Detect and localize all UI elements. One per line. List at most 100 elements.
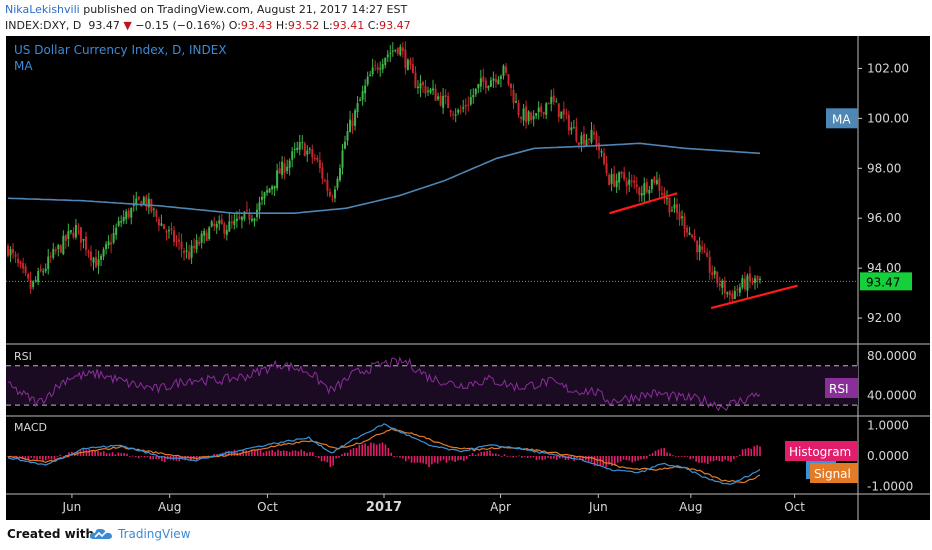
histogram-bar: [512, 456, 515, 458]
candle-body: [122, 216, 125, 222]
candle-body: [386, 54, 389, 58]
candle-body: [708, 256, 711, 273]
down-arrow-icon: ▼: [123, 19, 132, 32]
candle-body: [228, 221, 231, 232]
time-tick-label: Jun: [62, 500, 82, 514]
candle-body: [356, 103, 359, 112]
candle-body: [323, 180, 326, 182]
candle-body: [585, 139, 588, 146]
histogram-bar: [271, 449, 274, 456]
candle-body: [240, 216, 243, 221]
candle-body: [371, 67, 374, 74]
candle-body: [427, 90, 430, 92]
close-value: 93.47: [379, 19, 411, 32]
price-tick-label: 98.00: [867, 161, 901, 175]
macd-tick-label: 1.0000: [867, 419, 909, 433]
histogram-bar: [312, 452, 314, 456]
tradingview-brand[interactable]: TradingView: [118, 527, 191, 541]
histogram-bar: [375, 444, 378, 456]
histogram-bar: [492, 453, 494, 456]
candle-body: [512, 89, 515, 104]
candle-body: [411, 64, 414, 74]
candle-body: [630, 180, 633, 182]
price-tick-label: 100.00: [867, 111, 909, 125]
histogram-bar: [471, 453, 474, 456]
histogram-bar: [364, 443, 366, 456]
candle-body: [336, 178, 339, 188]
candle-body: [487, 85, 490, 89]
price-chart[interactable]: 92.00 94.00 96.00 98.00 100.00 102.00 93.47 MA U…: [0, 36, 932, 520]
candle-body: [477, 84, 480, 89]
histogram-bar: [590, 456, 593, 463]
candle-body: [117, 220, 120, 226]
candle-body: [595, 133, 598, 146]
histogram-bar: [550, 456, 552, 459]
histogram-bar: [251, 449, 253, 456]
macd-tick-label: -1.0000: [867, 479, 913, 493]
histogram-bar: [486, 450, 488, 456]
histogram-bar: [184, 456, 186, 461]
candle-body: [107, 241, 110, 246]
histogram-bar: [323, 456, 326, 462]
candle-body: [683, 216, 686, 229]
candle-body: [640, 193, 643, 196]
last-price: 93.47: [88, 19, 120, 32]
histogram-bar: [163, 456, 166, 463]
histogram-badge-label: Histogram: [789, 445, 851, 459]
candle-body: [54, 249, 57, 252]
histogram-bar: [161, 456, 163, 462]
candle-body: [416, 86, 419, 89]
candle-body: [437, 96, 440, 100]
candle-body: [233, 220, 236, 226]
candle-body: [743, 278, 746, 290]
histogram-bar: [149, 456, 152, 460]
candle-body: [670, 210, 673, 212]
histogram-bar: [689, 456, 692, 460]
histogram-bar: [262, 452, 265, 456]
histogram-bar: [436, 456, 439, 464]
candle-body: [160, 223, 163, 226]
histogram-bar: [97, 450, 99, 456]
candle-body: [351, 120, 354, 127]
candle-body: [676, 204, 679, 213]
histogram-bar: [651, 453, 654, 456]
candle-body: [474, 88, 477, 95]
candle-body: [205, 232, 208, 241]
histogram-bar: [111, 452, 114, 456]
candle-body: [658, 178, 661, 191]
histogram-bar: [146, 456, 149, 458]
candle-body: [112, 232, 115, 243]
histogram-bar: [117, 452, 120, 456]
histogram-bar: [506, 456, 509, 457]
candle-body: [167, 229, 170, 232]
histogram-bar: [370, 442, 372, 456]
histogram-bar: [524, 456, 526, 457]
candle-body: [62, 235, 65, 254]
histogram-bar: [634, 456, 636, 462]
candle-body: [442, 95, 445, 108]
rsi-band: [6, 365, 858, 406]
histogram-bar: [718, 456, 721, 461]
candle-body: [69, 230, 72, 233]
candle-body: [369, 74, 372, 77]
time-tick-label: Jun: [588, 500, 608, 514]
candle-body: [623, 172, 626, 180]
candle-body: [517, 102, 520, 115]
histogram-bar: [33, 456, 35, 459]
candle-body: [542, 111, 545, 115]
candle-body: [152, 208, 155, 210]
histogram-bar: [741, 449, 744, 456]
candle-body: [248, 212, 251, 220]
author-link[interactable]: NikaLekishvili: [5, 3, 80, 16]
candle-body: [27, 273, 30, 279]
histogram-bar: [669, 453, 671, 456]
histogram-bar: [349, 449, 352, 456]
histogram-bar: [715, 456, 718, 461]
candle-body: [620, 171, 623, 174]
candle-body: [593, 132, 596, 135]
candle-body: [172, 230, 175, 242]
histogram-bar: [608, 456, 610, 465]
histogram-bar: [564, 456, 567, 461]
histogram-bar: [463, 456, 465, 462]
candle-body: [361, 91, 364, 100]
